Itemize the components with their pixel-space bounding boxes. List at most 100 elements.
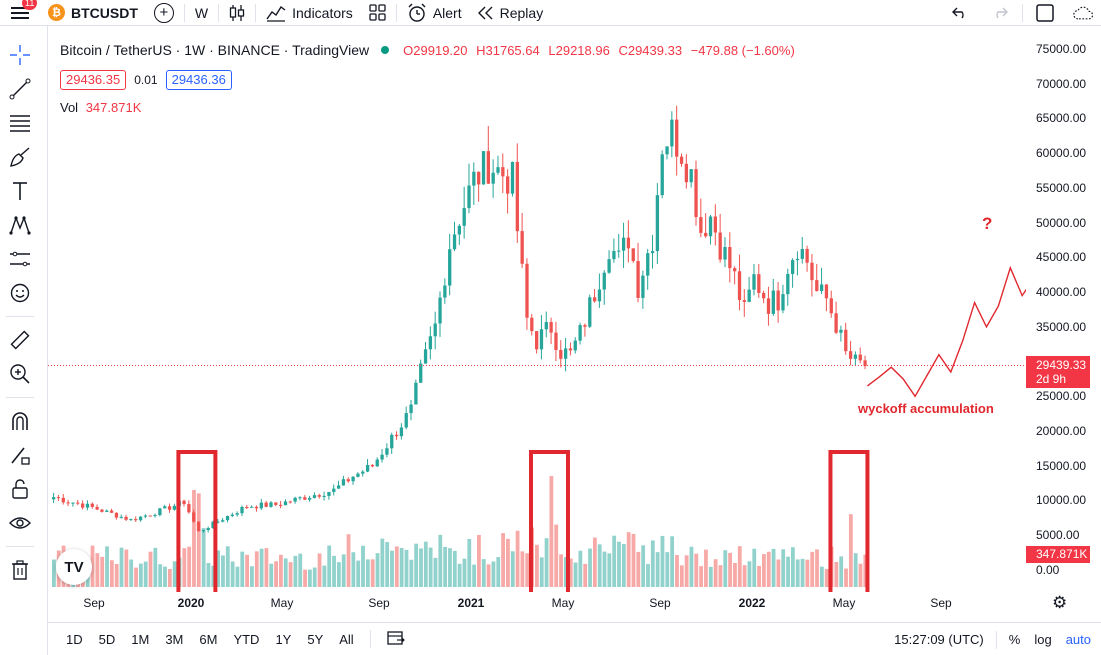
trend-line-tool[interactable]: [0, 72, 40, 106]
symbol-title[interactable]: Bitcoin / TetherUS · 1W · BINANCE · Trad…: [60, 42, 370, 58]
layout-button[interactable]: [1025, 0, 1065, 26]
range-5y[interactable]: 5Y: [307, 631, 324, 647]
pattern-tool[interactable]: [0, 208, 40, 242]
candle-body: [56, 497, 61, 499]
candle-body: [742, 300, 746, 302]
low-value: L29218.96: [548, 42, 610, 58]
volume-bar: [563, 557, 568, 587]
price-scale[interactable]: 75000.00 70000.00 65000.00 60000.00 55000.00…: [1026, 36, 1101, 591]
projection-path[interactable]: [866, 247, 1026, 398]
range-5d[interactable]: 5D: [98, 631, 116, 647]
volume-bar: [428, 547, 433, 587]
undo-button[interactable]: [940, 0, 980, 26]
drawing-mode-tool[interactable]: [0, 438, 40, 472]
range-ytd[interactable]: YTD: [233, 631, 260, 647]
time-tick: 2021: [457, 596, 485, 610]
volume-bar: [718, 565, 723, 587]
notification-badge: 11: [22, 0, 38, 10]
zoom-tool[interactable]: [0, 357, 40, 391]
candle-body: [853, 354, 858, 359]
volume-bar: [766, 551, 771, 587]
volume-bar: [303, 569, 307, 587]
candle-body: [240, 506, 244, 514]
hide-drawings-tool[interactable]: [0, 506, 40, 540]
time-tick: Sep: [83, 596, 105, 610]
volume-bar: [375, 553, 380, 587]
highlight-box[interactable]: [176, 450, 218, 592]
range-1m[interactable]: 1M: [131, 631, 150, 647]
range-1y[interactable]: 1Y: [275, 631, 292, 647]
goto-date-button[interactable]: [379, 630, 413, 649]
candle-body: [225, 516, 230, 521]
range-3m[interactable]: 3M: [165, 631, 184, 647]
measure-tool[interactable]: [0, 323, 40, 357]
chart-type-button[interactable]: [221, 0, 253, 26]
compare-symbol-button[interactable]: +: [146, 0, 182, 26]
alert-button[interactable]: Alert: [399, 0, 470, 26]
candle-body: [269, 502, 273, 507]
price-tick: 0.00: [1036, 562, 1060, 577]
volume-bar: [713, 559, 718, 587]
interval-button[interactable]: W: [187, 0, 216, 26]
volume-bar: [588, 548, 592, 587]
fib-retracement-tool[interactable]: [0, 106, 40, 140]
volume-bar: [501, 533, 505, 587]
replay-button[interactable]: Replay: [470, 0, 552, 26]
volume-bar: [163, 566, 167, 587]
range-all[interactable]: All: [339, 631, 354, 647]
candle-body: [423, 349, 428, 364]
candle-body: [414, 382, 418, 405]
highlight-box[interactable]: [529, 450, 570, 592]
candle-body: [660, 154, 664, 196]
tradingview-logo[interactable]: TV: [56, 549, 92, 585]
volume-bar: [578, 550, 583, 587]
cloud-save-button[interactable]: [1065, 0, 1101, 26]
remove-drawings-tool[interactable]: [0, 553, 40, 587]
main-menu-button[interactable]: 11: [0, 0, 40, 26]
range-6m[interactable]: 6M: [199, 631, 218, 647]
volume-bar: [607, 553, 612, 587]
templates-button[interactable]: [361, 0, 394, 26]
indicators-button[interactable]: Indicators: [258, 0, 361, 26]
volume-label[interactable]: Vol: [60, 100, 79, 115]
range-1d[interactable]: 1D: [66, 631, 83, 647]
magnet-tool[interactable]: [0, 404, 40, 438]
symbol-search-button[interactable]: ₿ BTCUSDT: [40, 0, 146, 26]
highlight-box[interactable]: [828, 450, 870, 592]
prediction-tool[interactable]: [0, 242, 40, 276]
candle-body: [665, 146, 669, 155]
buy-price-button[interactable]: 29436.36: [165, 70, 232, 90]
candlesticks: [52, 105, 867, 533]
log-scale-toggle[interactable]: log: [1034, 632, 1052, 647]
volume-bar: [264, 548, 269, 587]
candle-body: [298, 497, 302, 499]
candle-body: [530, 317, 534, 332]
icon-tool[interactable]: [0, 276, 40, 310]
chart-settings-gear-icon[interactable]: ⚙: [1052, 593, 1068, 612]
time-axis[interactable]: Sep 2020 May Sep 2021 May Sep 2022 May Sep: [48, 592, 1028, 614]
lock-drawings-tool[interactable]: [0, 472, 40, 506]
text-tool[interactable]: [0, 174, 40, 208]
candle-body: [762, 292, 766, 299]
volume-bar: [539, 557, 544, 587]
eye-icon: [9, 517, 31, 529]
candle-body: [148, 515, 152, 517]
candle-body: [636, 261, 640, 298]
smiley-icon: [10, 283, 30, 303]
clock-timezone[interactable]: 15:27:09 (UTC): [894, 632, 984, 647]
volume-bar: [240, 551, 245, 587]
candle-body: [230, 514, 235, 517]
percent-scale-toggle[interactable]: %: [1008, 632, 1021, 647]
candle-body: [351, 476, 355, 482]
volume-bar: [810, 551, 815, 587]
price-chart[interactable]: [48, 36, 1026, 592]
sell-price-button[interactable]: 29436.35: [60, 70, 127, 90]
redo-button[interactable]: [980, 0, 1020, 26]
auto-scale-toggle[interactable]: auto: [1065, 632, 1091, 647]
crosshair-tool[interactable]: [0, 38, 40, 72]
volume-bar: [757, 565, 761, 587]
brush-tool[interactable]: [0, 140, 40, 174]
volume-bar: [380, 538, 385, 587]
volume-bar: [650, 540, 655, 587]
candle-body: [728, 247, 732, 269]
